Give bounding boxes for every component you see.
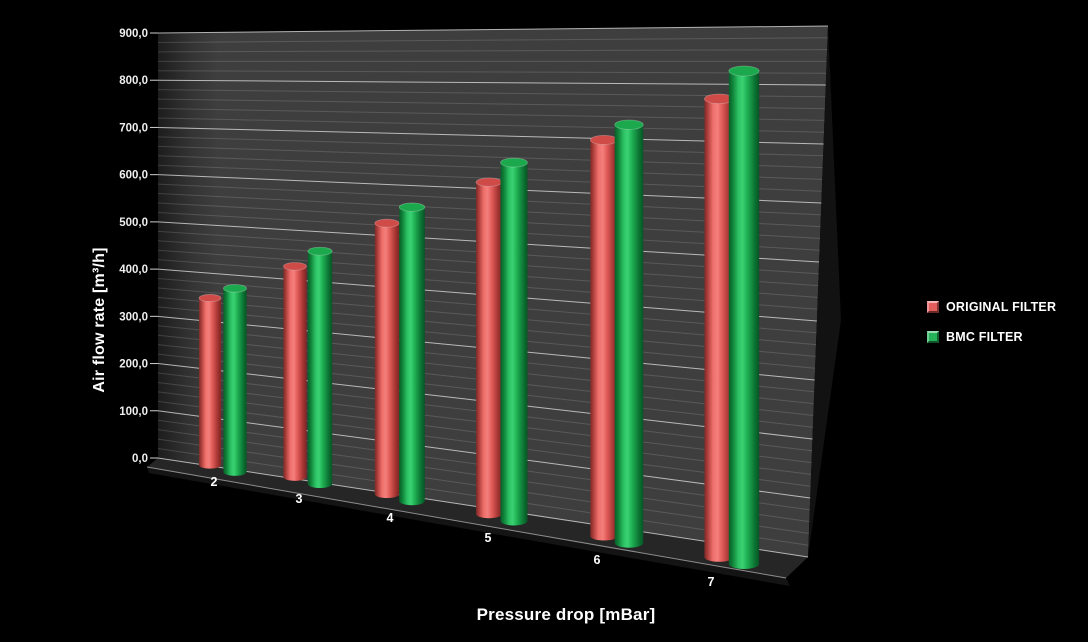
bar-original-filter-5-body [476, 182, 502, 519]
legend-item-original-filter: ORIGINAL FILTER [927, 295, 1056, 319]
chart-side-wall [808, 26, 841, 557]
bar-original-filter-5-cap [475, 177, 503, 187]
chart-floor [147, 458, 808, 578]
y-tick-label: 900,0 [119, 28, 148, 40]
bar-original-filter-7-body [704, 98, 734, 562]
y-tick-label: 200,0 [119, 359, 148, 371]
bar-bmc-filter-4-cap [398, 202, 426, 212]
y-tick-label: 800,0 [119, 75, 148, 87]
major-gridline [157, 79, 826, 86]
bar-cluster-3 [282, 246, 333, 489]
legend-swatch-red-icon [927, 301, 939, 313]
y-axis: 0,0 100,0 200,0 300,0 400,0 500,0 600,0 700,0 80… [119, 28, 158, 465]
y-tick-label: 700,0 [119, 122, 148, 134]
bar-bmc-filter-5-cap [500, 157, 528, 168]
bar-bmc-filter-2-cap [222, 284, 247, 293]
y-axis-title: Air flow rate [m³/h] [91, 247, 108, 393]
bar-cluster-4 [374, 202, 426, 506]
x-category-label: 5 [485, 531, 492, 545]
bar-bmc-filter-7-body [728, 71, 760, 570]
bar-original-filter-2-cap [198, 294, 222, 303]
minor-gridline [157, 70, 827, 74]
legend: ORIGINAL FILTER BMC FILTER [927, 295, 1056, 355]
bar-cluster-5 [475, 157, 528, 526]
y-tick-label: 0,0 [132, 453, 148, 465]
bars [198, 65, 760, 570]
y-tick-label: 500,0 [119, 217, 148, 229]
y-tick-label: 400,0 [119, 264, 148, 276]
bar-cluster-7 [704, 65, 760, 570]
floor-front-edge-line [146, 466, 787, 579]
legend-label: BMC FILTER [946, 330, 1023, 344]
bar-original-filter-6-body [590, 139, 618, 541]
major-gridline [157, 25, 829, 34]
x-category-label: 2 [211, 475, 218, 489]
legend-label: ORIGINAL FILTER [946, 300, 1057, 314]
x-axis: 2 3 4 5 6 7 [211, 475, 715, 589]
x-category-label: 7 [708, 575, 715, 589]
bar-bmc-filter-3-body [307, 251, 333, 489]
bar-cluster-6 [589, 119, 644, 548]
legend-swatch-green-icon [927, 331, 939, 343]
minor-gridline [157, 37, 828, 43]
bar-original-filter-4-cap [374, 218, 400, 228]
bar-bmc-filter-6-body [614, 124, 644, 548]
bar-bmc-filter-2-body [223, 288, 247, 476]
chart-floor-edge-face [147, 467, 790, 586]
bar-bmc-filter-6-cap [614, 119, 644, 130]
bar-bmc-filter-4-body [399, 207, 425, 506]
y-tick-label: 600,0 [119, 170, 148, 182]
bar-original-filter-3-body [283, 266, 307, 481]
bar-bmc-filter-5-body [500, 162, 528, 526]
bar-bmc-filter-3-cap [307, 246, 333, 256]
x-category-label: 4 [387, 511, 394, 525]
x-axis-title: Pressure drop [mBar] [476, 605, 656, 624]
bar-cluster-2 [198, 284, 247, 476]
y-tick-label: 100,0 [119, 406, 148, 418]
bar-original-filter-4-body [374, 223, 400, 499]
bar-original-filter-6-cap [589, 134, 619, 145]
bar-original-filter-2-body [199, 298, 222, 469]
x-category-label: 6 [594, 553, 601, 567]
legend-item-bmc-filter: BMC FILTER [927, 325, 1056, 349]
bar-bmc-filter-7-cap [728, 65, 760, 77]
bar-original-filter-3-cap [282, 262, 307, 271]
y-tick-label: 300,0 [119, 311, 148, 323]
x-category-label: 3 [296, 492, 303, 506]
minor-gridline [157, 49, 828, 53]
